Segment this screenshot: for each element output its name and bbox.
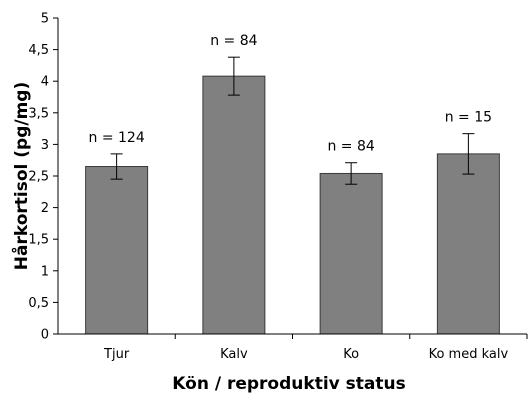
x-axis-title: Kön / reproduktiv status: [172, 374, 405, 394]
y-tick-label: 0: [41, 328, 49, 343]
bar: [319, 172, 383, 335]
x-tick-label: Kalv: [220, 347, 248, 362]
sample-size-label: n = 124: [89, 130, 145, 146]
y-tick-label: 4: [41, 75, 49, 90]
x-tick-label: Ko med kalv: [429, 347, 509, 362]
y-tick-label: 4,5: [28, 43, 49, 58]
y-tick-label: 1: [41, 264, 49, 279]
bar: [85, 166, 149, 335]
x-tick-label: Tjur: [103, 347, 130, 362]
y-tick-label: 5: [41, 12, 49, 27]
sample-size-label: n = 15: [445, 110, 492, 126]
y-tick-label: 0,5: [28, 296, 49, 311]
x-tick-label: Ko: [343, 347, 359, 362]
x-axis-labels: Tjur Kalv Ko Ko med kalv: [103, 334, 528, 362]
y-axis-ticks: 0 0,5 1 1,5 2 2,5 3 3,5 4 4,5 5: [28, 12, 58, 343]
y-tick-label: 3,5: [28, 106, 49, 121]
y-tick-label: 2,5: [28, 170, 49, 185]
axes: [57, 18, 527, 335]
bars: n = 124 n = 84 n = 84 n = 15: [85, 33, 500, 335]
y-tick-label: 3: [41, 138, 49, 153]
y-tick-label: 2: [41, 201, 49, 216]
sample-size-label: n = 84: [327, 139, 374, 155]
y-tick-label: 1,5: [28, 233, 49, 248]
bar: [436, 153, 500, 335]
sample-size-label: n = 84: [210, 33, 257, 49]
y-axis-title: Hårkortisol (pg/mg): [10, 82, 32, 270]
bar: [202, 75, 266, 335]
